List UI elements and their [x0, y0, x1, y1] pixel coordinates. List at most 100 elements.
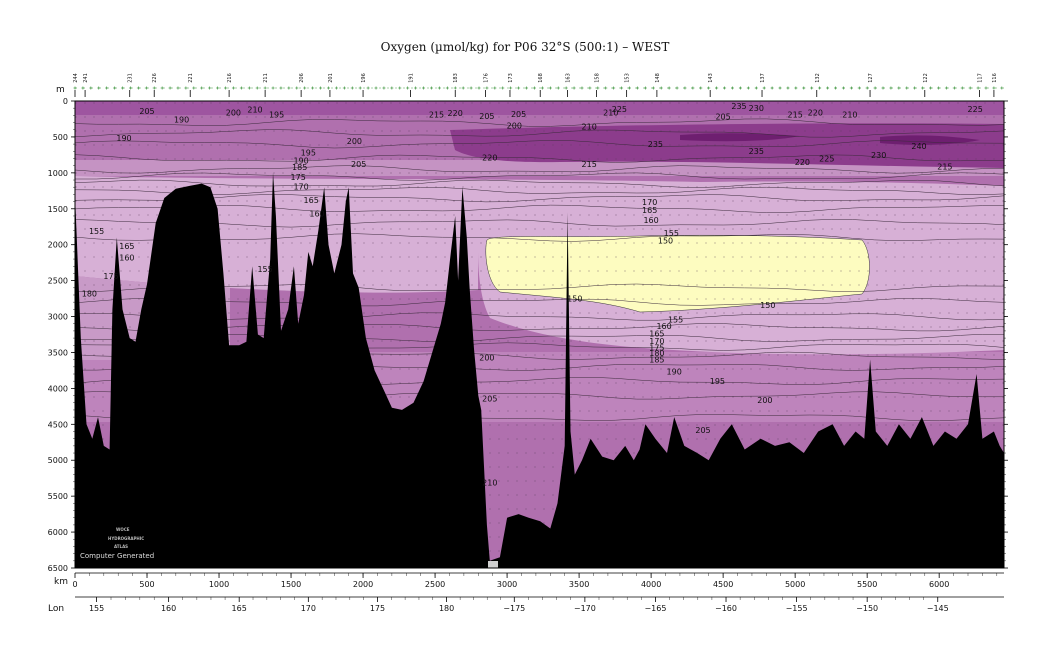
station-label: 116 [992, 73, 998, 83]
km-tick-label: 4000 [641, 580, 661, 589]
contour-label: 190 [116, 134, 131, 143]
contour-label: 215 [937, 162, 952, 171]
station-label: 153 [625, 73, 631, 83]
km-tick-label: 2500 [425, 580, 445, 589]
km-tick-label: 2000 [353, 580, 373, 589]
contour-label: 215 [429, 111, 444, 120]
contour-label: 205 [511, 110, 526, 119]
lon-tick-label: 165 [232, 604, 247, 613]
lon-tick-label: 180 [439, 604, 454, 613]
contour-label: 195 [710, 377, 725, 386]
contour-label: 165 [119, 242, 134, 251]
contour-label: 225 [819, 154, 834, 163]
contour-line [75, 283, 1004, 292]
contour-label: 230 [871, 151, 886, 160]
contour-label: 180 [649, 349, 664, 358]
station-label: 231 [128, 73, 134, 83]
station-label: 163 [566, 73, 572, 83]
contour-label: 235 [648, 140, 663, 149]
contour-line [75, 186, 1004, 195]
contour-label: 150 [658, 236, 673, 245]
contour-label: 205 [482, 394, 497, 403]
depth-tick-label: 6000 [48, 528, 68, 537]
contour-label: 240 [911, 142, 926, 151]
contour-label: 155 [664, 229, 679, 238]
station-label: 216 [227, 73, 233, 83]
contour-label: 225 [968, 105, 983, 114]
contour-label: 220 [795, 158, 810, 167]
km-tick-label: 5000 [785, 580, 805, 589]
km-tick-label: 5500 [857, 580, 877, 589]
contour-label: 205 [479, 112, 494, 121]
contour-label: 200 [757, 396, 772, 405]
contour-label: 160 [656, 322, 671, 331]
contour-label: 175 [291, 173, 306, 182]
station-label: 201 [328, 73, 334, 83]
station-label: 183 [453, 73, 459, 83]
station-axis: 244 241 231 226 221 216 211 206 201 196 191 183 176 1… [73, 73, 1004, 97]
station-label: 244 [73, 73, 79, 83]
contour-line [75, 204, 1004, 213]
depth-tick-label: 1000 [48, 169, 68, 178]
depth-tick-label: 5000 [48, 456, 68, 465]
contour-line [75, 154, 1004, 163]
contour-line [75, 312, 1004, 321]
contour-label: 205 [715, 113, 730, 122]
station-label: 173 [508, 73, 514, 83]
contour-label: 220 [808, 108, 823, 117]
lon-tick-label: 175 [370, 604, 385, 613]
contour-label: 185 [649, 356, 664, 365]
contour-line [75, 323, 1004, 332]
lon-tick-label: 170 [301, 604, 316, 613]
watermark-line1: WOCE [116, 527, 130, 532]
depth-tick-label: 6500 [48, 564, 68, 573]
station-label: 143 [708, 73, 714, 83]
contour-label: 220 [448, 109, 463, 118]
km-tick-label: 3500 [569, 580, 589, 589]
depth-tick-label: 0 [63, 97, 68, 106]
contour-label: 195 [269, 111, 284, 120]
km-tick-label: 3000 [497, 580, 517, 589]
depth-tick-label: 1500 [48, 205, 68, 214]
km-axis: 0 500 1000 1500 2000 2500 3000 3500 4000 4500 5000… [72, 572, 1004, 589]
depth-tick-label: 4500 [48, 420, 68, 429]
depth-tick-label: 5500 [48, 492, 68, 501]
contour-label: 200 [226, 108, 241, 117]
contour-label: 200 [479, 353, 494, 362]
station-label: 241 [83, 73, 89, 83]
station-label: 168 [538, 73, 544, 83]
contour-label: 225 [612, 105, 627, 114]
contour-label: 155 [89, 227, 104, 236]
plot-frame [74, 100, 1005, 569]
station-label: 117 [978, 73, 984, 83]
contour-line [75, 233, 1004, 242]
contour-label: 190 [293, 157, 308, 166]
km-tick-label: 0 [72, 580, 77, 589]
station-label: 122 [923, 73, 929, 83]
contour-label: 190 [174, 116, 189, 125]
lon-unit-label: Lon [48, 604, 64, 614]
contour-line [75, 298, 1004, 307]
contour-line [75, 219, 1004, 228]
contour-line [75, 140, 1004, 149]
contour-line [75, 118, 1004, 127]
contour-label: 210 [603, 108, 618, 117]
contour-label: 200 [507, 121, 522, 130]
lon-axis: 155 160 165 170 175 180 −175 −170 −165 −160 −155 −1… [75, 596, 1004, 613]
station-label: 206 [299, 73, 305, 83]
contour-line [75, 172, 1004, 181]
contour-label: 195 [301, 149, 316, 158]
contour-label: 200 [347, 137, 362, 146]
depth-tick-label: 3000 [48, 313, 68, 322]
lon-tick-label: −170 [574, 604, 596, 613]
contour-label: 165 [642, 206, 657, 215]
depth-tick-label: 500 [53, 133, 68, 142]
contour-label: 160 [309, 210, 324, 219]
contour-label: 190 [667, 368, 682, 377]
km-tick-label: 6000 [929, 580, 949, 589]
contour-label: 180 [82, 289, 97, 298]
contour-label: 165 [649, 330, 664, 339]
depth-tick-label: 4000 [48, 384, 68, 393]
lon-tick-label: −160 [715, 604, 737, 613]
